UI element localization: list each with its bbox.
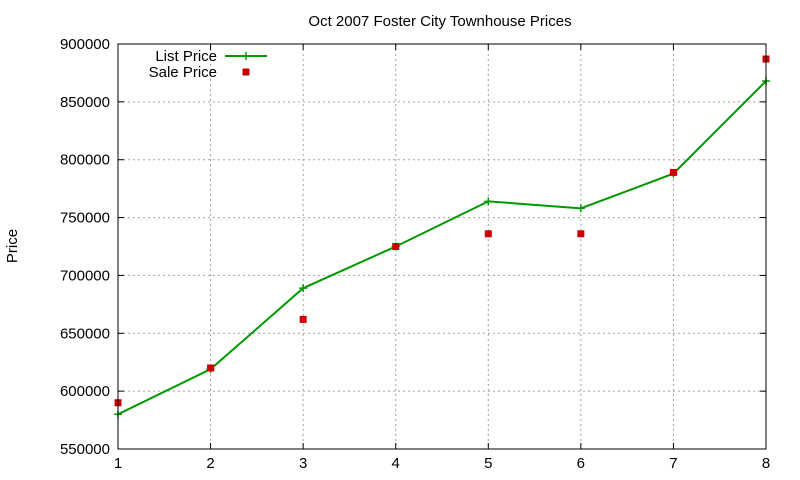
legend-square-marker [242,68,250,76]
legend-item: List Price [155,48,267,65]
y-tick-label: 750000 [60,210,110,227]
x-tick-label: 3 [299,455,307,472]
list-price-point [576,204,585,213]
x-tick-label: 5 [484,455,492,472]
y-axis-label: Price [4,229,21,263]
chart-title: Oct 2007 Foster City Townhouse Prices [308,13,571,30]
sale-price-point [392,243,400,250]
x-tick-label: 7 [669,455,677,472]
y-tick-label: 650000 [60,325,110,342]
y-tick-label: 550000 [60,441,110,458]
x-tick-label: 2 [206,455,214,472]
x-tick-label: 4 [392,455,400,472]
legend-label: List Price [155,48,217,65]
y-tick-label: 700000 [60,267,110,284]
sale-price-point [669,168,677,176]
sale-price-point [484,230,492,238]
plot-frame [117,43,767,450]
x-tick-label: 8 [762,455,770,472]
y-tick-label: 850000 [60,94,110,111]
sale-price-point [299,315,307,323]
x-tick-label: 6 [577,455,585,472]
x-tick-label: 1 [114,455,122,472]
y-tick-label: 600000 [60,383,110,400]
list-price-point [484,197,493,206]
sale-price-point [207,364,215,372]
legend-label: Sale Price [149,64,217,81]
list-price-point [299,284,308,293]
sale-price-point [577,230,585,238]
legend-plus-marker [242,52,250,60]
list-price-line [117,80,767,416]
axis-ticks: 1 2 3 4 5 6 7 8 550000 600000 650000 700000 750000 80… [60,36,770,472]
y-tick-label: 900000 [60,36,110,53]
grid [118,44,766,449]
legend-item: Sale Price [149,64,250,81]
y-tick-label: 800000 [60,152,110,169]
